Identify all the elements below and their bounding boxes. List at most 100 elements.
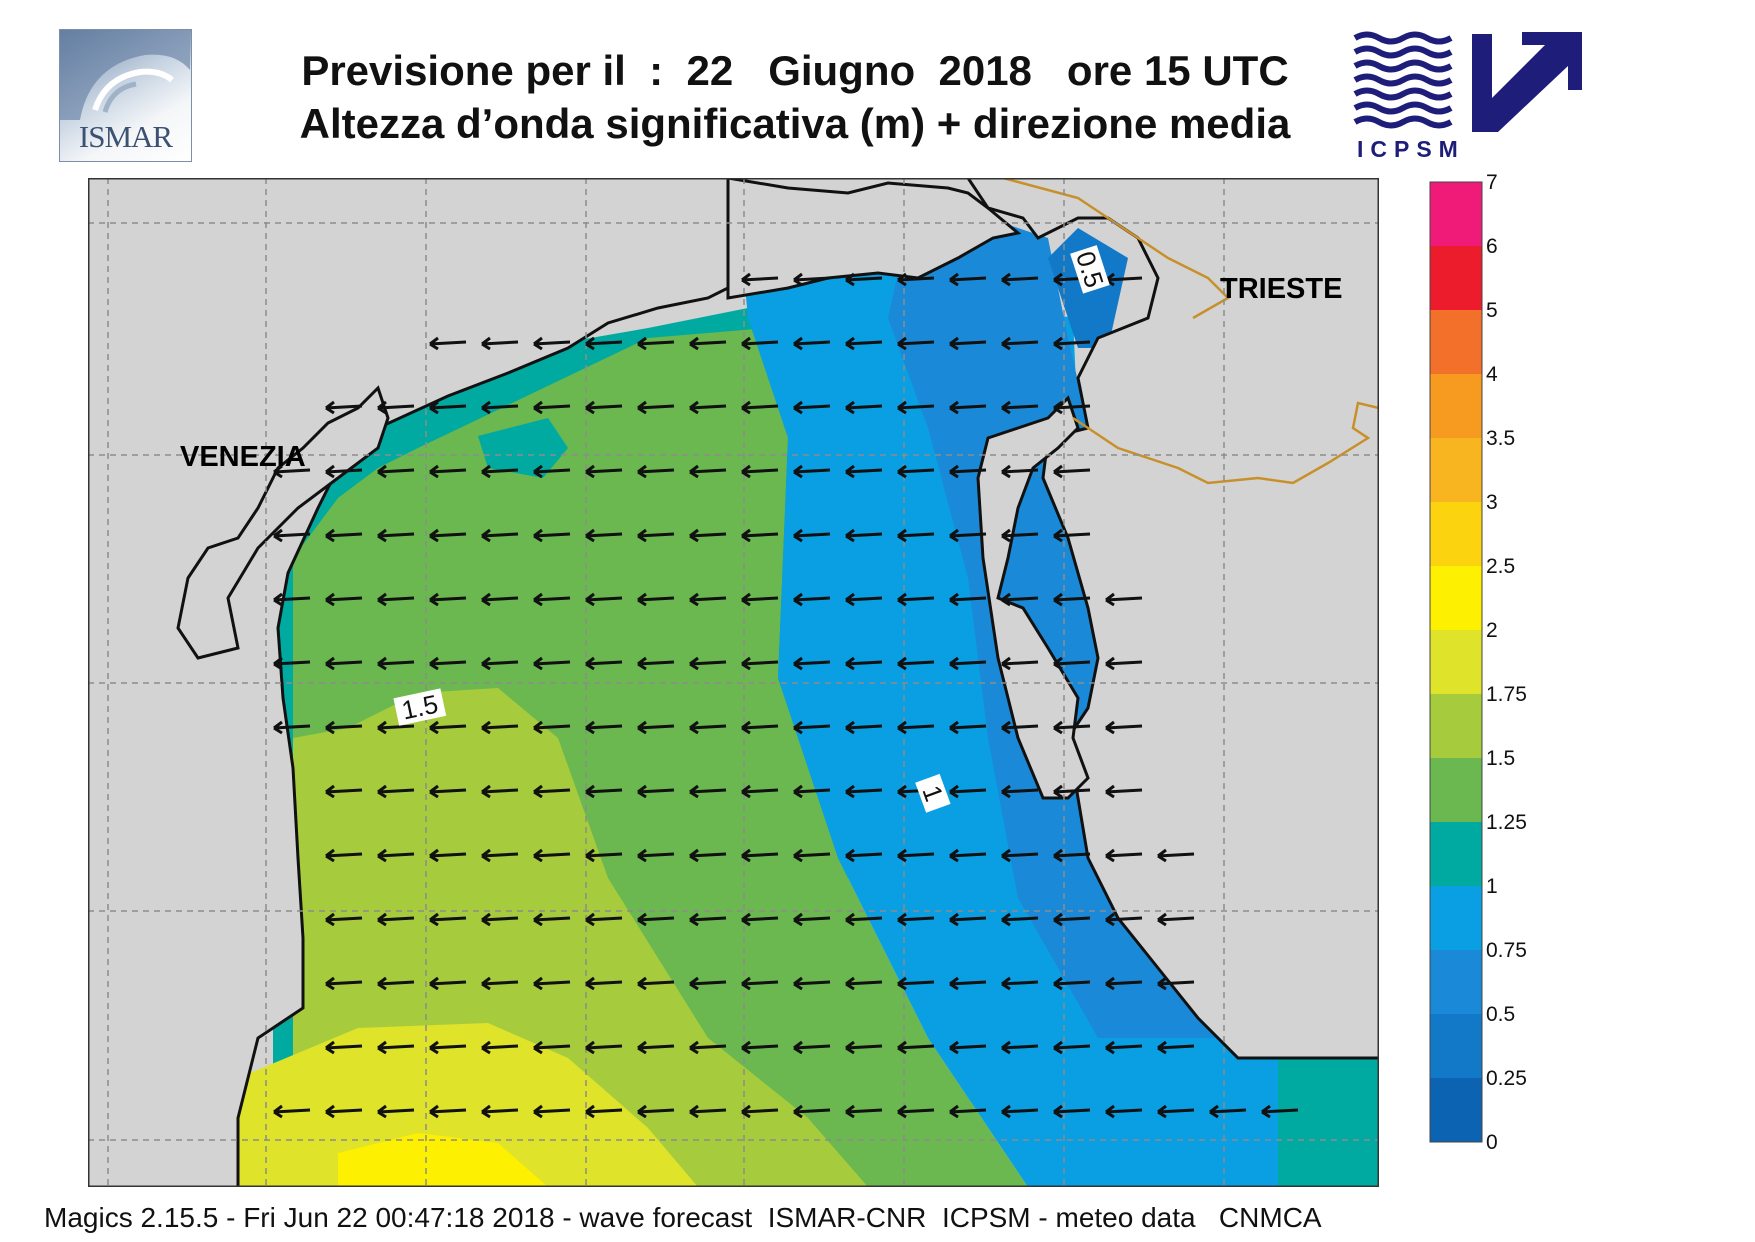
colorbar-label: 1.75 (1486, 683, 1527, 706)
colorbar-swatch (1430, 374, 1482, 439)
direction-arrow (1053, 1040, 1091, 1055)
direction-arrow (689, 400, 727, 415)
direction-arrow (897, 912, 935, 927)
direction-arrow (637, 976, 675, 991)
direction-arrow (741, 784, 779, 799)
colorbar-label: 1 (1486, 875, 1498, 898)
direction-arrow (1001, 464, 1039, 479)
direction-arrow (481, 400, 519, 415)
colorbar-label: 1.5 (1486, 747, 1515, 770)
direction-arrow (897, 272, 935, 287)
direction-arrow (1001, 528, 1039, 543)
direction-arrow (585, 336, 623, 351)
direction-arrow (377, 1104, 415, 1119)
direction-arrow (637, 1104, 675, 1119)
direction-arrow (741, 720, 779, 735)
direction-arrow (1053, 848, 1091, 863)
direction-arrow (897, 464, 935, 479)
direction-arrow (429, 976, 467, 991)
forecast-subtitle: Altezza d’onda significativa (m) + direz… (299, 100, 1291, 147)
direction-arrow (949, 784, 987, 799)
direction-arrow (637, 592, 675, 607)
direction-arrow (897, 656, 935, 671)
direction-arrow (429, 1040, 467, 1055)
direction-arrow (741, 848, 779, 863)
direction-arrow (533, 1104, 571, 1119)
direction-arrow (533, 976, 571, 991)
direction-arrow (377, 720, 415, 735)
direction-arrow (533, 912, 571, 927)
direction-arrow (845, 528, 883, 543)
colorbar-label: 7 (1486, 172, 1498, 194)
direction-arrow (325, 656, 363, 671)
direction-arrow (1001, 272, 1039, 287)
direction-arrow (377, 400, 415, 415)
direction-arrow (533, 784, 571, 799)
colorbar-swatch (1430, 694, 1482, 759)
direction-arrow (845, 1104, 883, 1119)
direction-arrow (1053, 336, 1091, 351)
ismar-wave-icon (60, 30, 191, 120)
direction-arrow (1105, 720, 1143, 735)
direction-arrow (1157, 976, 1195, 991)
colorbar-swatch (1430, 1078, 1482, 1143)
colorbar-label: 6 (1486, 235, 1498, 258)
direction-arrow (689, 656, 727, 671)
direction-arrow (1157, 848, 1195, 863)
direction-arrow (897, 336, 935, 351)
direction-arrow (325, 720, 363, 735)
direction-arrow (429, 464, 467, 479)
direction-arrow (637, 528, 675, 543)
land-north-coast (726, 178, 1022, 300)
direction-arrow (689, 464, 727, 479)
forecast-title: Previsione per il : 22 Giugno 2018 ore 1… (301, 47, 1289, 94)
direction-arrow (273, 528, 311, 543)
direction-arrow (429, 912, 467, 927)
direction-arrow (377, 784, 415, 799)
colorbar-label: 0.5 (1486, 1003, 1515, 1026)
colorbar-swatch (1430, 886, 1482, 951)
direction-arrow (325, 976, 363, 991)
icpsm-logo (1353, 31, 1582, 132)
direction-arrow (949, 464, 987, 479)
direction-arrow (325, 848, 363, 863)
direction-arrow (1001, 656, 1039, 671)
direction-arrow (1001, 720, 1039, 735)
colorbar-swatch (1430, 758, 1482, 823)
direction-arrow (429, 592, 467, 607)
direction-arrow (741, 976, 779, 991)
direction-arrow (429, 400, 467, 415)
direction-arrow (1261, 1104, 1299, 1119)
direction-arrow (429, 1104, 467, 1119)
land-west (88, 178, 730, 1187)
place-label-trieste: TRIESTE (1220, 273, 1342, 305)
direction-arrow (273, 1104, 311, 1119)
direction-arrow (793, 976, 831, 991)
colorbar-label: 5 (1486, 299, 1498, 322)
istria-outcrop (976, 395, 1090, 800)
direction-arrow (273, 464, 311, 479)
direction-arrow (1053, 464, 1091, 479)
wave-height-colorbar: 7 6 5 4 3.5 3 2.5 2 1.75 1.5 1.25 1 0.75 0.5 0.25 0 (1429, 172, 1527, 1154)
direction-arrow (585, 1104, 623, 1119)
direction-arrow (1157, 912, 1195, 927)
direction-arrow (325, 592, 363, 607)
direction-arrow (845, 848, 883, 863)
ismar-logo: ISMAR (59, 29, 192, 162)
direction-arrow (793, 592, 831, 607)
colorbar-swatch (1430, 1014, 1482, 1079)
direction-arrow (481, 592, 519, 607)
colorbar-label: 3 (1486, 491, 1498, 514)
map-frame (88, 178, 1379, 1187)
direction-arrow (533, 464, 571, 479)
direction-arrow (897, 848, 935, 863)
direction-arrow (481, 912, 519, 927)
direction-arrow (585, 592, 623, 607)
direction-arrow (793, 528, 831, 543)
direction-arrow (1209, 1104, 1247, 1119)
direction-arrow (1105, 656, 1143, 671)
direction-arrow (481, 784, 519, 799)
direction-arrow (741, 272, 779, 287)
direction-arrow (949, 720, 987, 735)
contour-label-150: 1.5 (393, 688, 447, 726)
